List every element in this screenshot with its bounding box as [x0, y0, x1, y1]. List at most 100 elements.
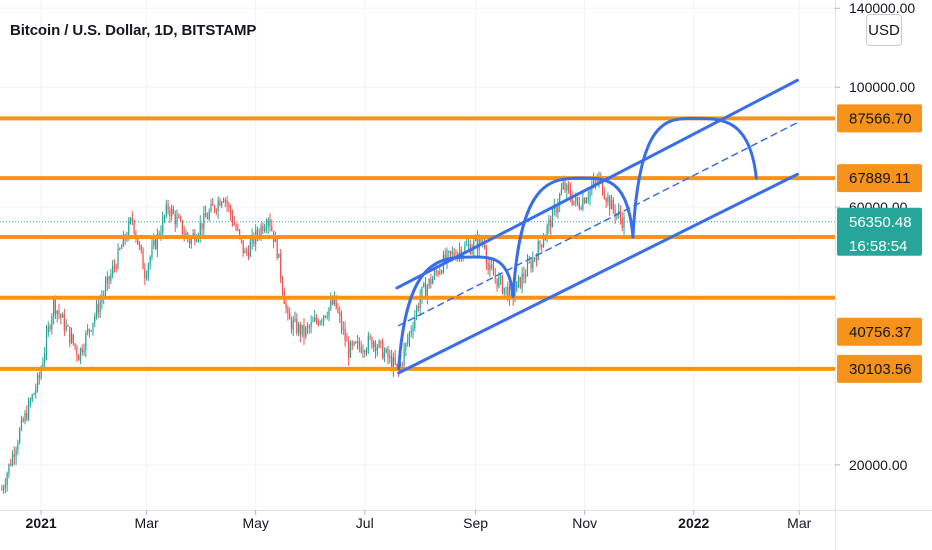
candle-body: [174, 213, 176, 225]
level-label-text: 30103.56: [849, 361, 912, 378]
candle-body: [276, 236, 278, 258]
candle-body: [321, 320, 323, 322]
candle-body: [474, 237, 477, 241]
candle-body: [396, 363, 398, 365]
x-tick-label: Jul: [356, 515, 374, 531]
candle-body: [163, 215, 166, 218]
candle-body: [441, 271, 443, 273]
candle-body: [292, 320, 294, 330]
candle-body: [614, 209, 616, 217]
candle-body: [95, 304, 98, 317]
candle-body: [219, 200, 221, 206]
candle-body: [449, 251, 452, 254]
currency-button[interactable]: USD: [866, 14, 902, 46]
candle-body: [551, 209, 554, 228]
candle-body: [47, 326, 49, 333]
candle-body: [88, 329, 91, 331]
candle-body: [19, 429, 21, 443]
candle-body: [410, 331, 412, 333]
candle-body: [13, 454, 15, 457]
candle-body: [569, 189, 572, 199]
candle-body: [54, 298, 57, 315]
candle-body: [323, 315, 325, 321]
candle-body: [426, 286, 428, 297]
candle-body: [94, 316, 96, 323]
candle-body: [610, 200, 613, 210]
candle-body: [86, 329, 89, 334]
candle-body: [181, 220, 184, 234]
candle-body: [516, 281, 518, 292]
y-tick-label: 100000.00: [849, 79, 915, 95]
candle-body: [476, 237, 479, 250]
candle-body: [4, 485, 6, 489]
candle-body: [533, 257, 536, 259]
candle-body: [415, 306, 418, 317]
candle-body: [38, 375, 40, 378]
candle-body: [133, 220, 135, 234]
candle-body: [575, 197, 577, 201]
candle-body: [358, 341, 361, 347]
candle-body: [378, 340, 380, 348]
candle-body: [269, 219, 271, 227]
candle-body: [401, 363, 403, 365]
candle-body: [340, 315, 343, 329]
candle-body: [40, 369, 42, 378]
candle-body: [138, 244, 141, 246]
candle-body: [10, 464, 12, 466]
level-label: 87566.70: [837, 104, 922, 133]
time-axis[interactable]: 2021 Mar May Jul Sep Nov 2022 Mar: [26, 510, 812, 531]
candle-body: [56, 310, 58, 315]
candle-body: [339, 312, 341, 316]
last-price-value: 56350.48: [849, 214, 912, 231]
symbol-title: Bitcoin / U.S. Dollar, 1D, BITSTAMP: [10, 22, 257, 39]
candle-body: [589, 189, 591, 198]
candle-body: [224, 200, 226, 202]
candle-body: [423, 283, 425, 287]
candle-body: [144, 269, 146, 279]
candle-body: [215, 210, 217, 212]
candle-body: [203, 212, 205, 229]
candle-body: [349, 342, 352, 358]
candle-body: [473, 240, 475, 250]
candle-body: [525, 275, 527, 278]
candle-body: [342, 328, 344, 330]
candle-body: [496, 278, 498, 287]
candle-body: [557, 205, 559, 213]
projection-arc: [631, 116, 758, 239]
x-tick-label: 2021: [26, 515, 57, 531]
candle-body: [519, 277, 521, 288]
level-labels: 87566.7067889.1152810.4740756.3730103.56…: [837, 104, 922, 383]
candle-body: [179, 217, 182, 221]
candle-body: [70, 334, 73, 343]
candle-body: [394, 357, 396, 364]
x-tick-label: May: [242, 515, 268, 531]
candle-body: [274, 236, 276, 243]
candle-body: [433, 270, 436, 279]
candle-body: [235, 224, 237, 230]
candle-body: [221, 202, 223, 206]
level-label: 30103.56: [837, 354, 922, 383]
candle-body: [330, 300, 332, 308]
candle-body: [29, 400, 32, 402]
channel-drawings: [395, 78, 799, 375]
candle-body: [592, 180, 595, 187]
channel-lower-line: [397, 172, 799, 375]
candle-body: [417, 306, 420, 309]
candle-body: [162, 217, 164, 233]
candle-body: [128, 221, 130, 238]
candle-body: [297, 324, 300, 334]
candle-body: [294, 318, 296, 321]
candle-body: [539, 241, 541, 245]
candle-body: [208, 211, 210, 220]
candle-body: [546, 225, 548, 236]
candle-body: [508, 286, 511, 300]
candle-body: [101, 298, 103, 302]
candle-body: [246, 250, 248, 252]
candle-body: [106, 276, 108, 284]
candle-body: [351, 342, 353, 345]
candle-body: [49, 326, 51, 330]
candle-body: [514, 291, 516, 298]
candle-body: [471, 249, 473, 254]
candle-body: [319, 321, 321, 325]
